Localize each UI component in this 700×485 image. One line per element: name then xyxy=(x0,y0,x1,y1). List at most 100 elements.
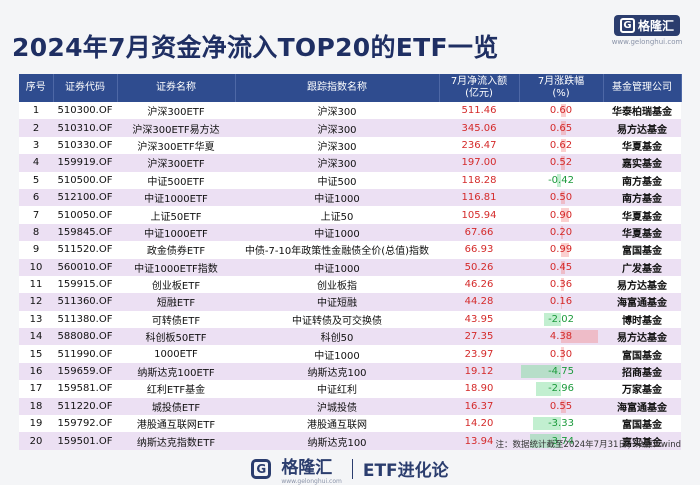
fund-manager: 富国基金 xyxy=(603,415,681,433)
security-code: 510500.OF xyxy=(53,171,117,189)
change-bar xyxy=(544,312,561,327)
change-value: 0.99 xyxy=(549,244,573,256)
row-number: 13 xyxy=(19,310,53,329)
change-bar xyxy=(561,138,567,153)
table-row: 8 159845.OF 中证1000ETF 中证1000 67.66 0.20 华夏基金 xyxy=(19,223,681,242)
brand-logo: G 格隆汇 www.gelonghui.com xyxy=(610,10,684,50)
logo-name: 格隆汇 xyxy=(637,18,674,33)
security-code: 511380.OF xyxy=(53,310,117,329)
change-bar xyxy=(561,347,564,361)
change-value: 0.65 xyxy=(549,122,573,134)
monthly-change: 0.45 xyxy=(519,258,603,276)
monthly-change: 0.50 xyxy=(519,188,603,207)
change-bar xyxy=(561,399,566,414)
change-value: 0.52 xyxy=(549,157,573,169)
fund-manager: 嘉实基金 xyxy=(603,432,681,450)
security-code: 511520.OF xyxy=(53,241,117,259)
table-row: 5 510500.OF 中证500ETF 中证500 118.28 -0.42 南方基金 xyxy=(19,171,681,189)
monthly-change: 0.30 xyxy=(519,345,603,363)
monthly-change: -2.96 xyxy=(519,380,603,398)
security-code: 512100.OF xyxy=(53,188,117,207)
row-number: 17 xyxy=(19,380,53,398)
column-header: 序号 xyxy=(19,74,54,102)
change-bar xyxy=(561,277,565,292)
monthly-change: -2.02 xyxy=(519,310,603,329)
tracking-index: 沪深300 xyxy=(235,154,439,172)
security-name: 纳斯达克指数ETF xyxy=(117,432,235,450)
tracking-index: 港股通互联网 xyxy=(235,415,439,433)
change-bar xyxy=(561,225,563,240)
monthly-change: -4.75 xyxy=(519,362,603,381)
row-number: 4 xyxy=(19,154,53,172)
monthly-change: 0.36 xyxy=(519,275,603,294)
table-row: 2 510310.OF 沪深300ETF易方达 沪深300 345.06 0.65 易方达基… xyxy=(19,119,681,137)
table-row: 1 510300.OF 沪深300ETF 沪深300 511.46 0.60 华泰柏瑞基金 xyxy=(19,102,681,120)
fund-manager: 易方达基金 xyxy=(603,119,681,137)
footer-brand: G 格隆汇 www.gelonghui.com ETF进化论 xyxy=(0,452,700,485)
row-number: 14 xyxy=(19,328,53,346)
change-value: -2.02 xyxy=(548,313,574,325)
change-bar xyxy=(561,104,567,118)
net-inflow: 44.28 xyxy=(439,293,519,311)
monthly-change: 0.99 xyxy=(519,241,603,259)
net-inflow: 18.90 xyxy=(439,380,519,398)
change-value: 0.50 xyxy=(549,192,573,204)
security-code: 588080.OF xyxy=(53,328,117,346)
change-bar xyxy=(529,434,561,448)
footer-url: www.gelonghui.com xyxy=(281,477,342,485)
monthly-change: 0.16 xyxy=(519,293,603,311)
fund-manager: 富国基金 xyxy=(603,345,681,363)
change-value: -3.33 xyxy=(548,418,574,430)
row-number: 12 xyxy=(19,293,53,311)
fund-manager: 华夏基金 xyxy=(603,136,681,155)
tracking-index: 科创50 xyxy=(235,328,439,346)
table-row: 9 511520.OF 政金债券ETF 中债-7-10年政策性金融债全价(总值)指数 6… xyxy=(19,241,681,259)
security-name: 科创板50ETF xyxy=(117,328,235,346)
tracking-index: 上证50 xyxy=(235,206,439,224)
row-number: 3 xyxy=(19,136,53,155)
net-inflow: 66.93 xyxy=(439,241,519,259)
security-name: 纳斯达克100ETF xyxy=(117,362,235,381)
row-number: 20 xyxy=(19,432,53,450)
etf-table: 序号 证券代码 证券名称 跟踪指数名称 7月净流入额 (亿元) 7月涨跌幅 (%) 基金管理… xyxy=(19,74,682,450)
tracking-index: 沪深300 xyxy=(235,119,439,137)
security-name: 城投债ETF xyxy=(117,397,235,416)
net-inflow: 345.06 xyxy=(439,119,519,137)
fund-manager: 嘉实基金 xyxy=(603,154,681,172)
change-bar xyxy=(521,364,561,379)
table-header-row: 序号 证券代码 证券名称 跟踪指数名称 7月净流入额 (亿元) 7月涨跌幅 (%) 基金管理… xyxy=(19,74,682,102)
change-bar xyxy=(561,295,563,309)
row-number: 2 xyxy=(19,119,53,137)
tracking-index: 中证1000 xyxy=(235,223,439,242)
column-header: 证券名称 xyxy=(117,74,236,102)
logo-url: www.gelonghui.com xyxy=(611,37,683,46)
fund-manager: 博时基金 xyxy=(603,310,681,329)
change-value: 0.20 xyxy=(549,226,573,238)
security-name: 红利ETF基金 xyxy=(117,380,235,398)
security-code: 159501.OF xyxy=(53,432,117,450)
net-inflow: 19.12 xyxy=(439,362,519,381)
change-bar xyxy=(561,156,566,170)
tracking-index: 纳斯达克100 xyxy=(235,432,439,450)
row-number: 15 xyxy=(19,345,53,363)
table-row: 11 159915.OF 创业板ETF 创业板指 46.26 0.36 易方达基金 xyxy=(19,275,681,294)
column-header: 基金管理公司 xyxy=(603,74,682,102)
row-number: 19 xyxy=(19,415,53,433)
net-inflow: 118.28 xyxy=(439,171,519,189)
net-inflow: 27.35 xyxy=(439,328,519,346)
fund-manager: 华泰柏瑞基金 xyxy=(603,102,681,120)
monthly-change: 0.60 xyxy=(519,102,603,120)
change-bar xyxy=(533,417,561,431)
tracking-index: 沪深300 xyxy=(235,102,439,120)
monthly-change: -3.33 xyxy=(519,415,603,433)
fund-manager: 南方基金 xyxy=(603,171,681,189)
tracking-index: 中债-7-10年政策性金融债全价(总值)指数 xyxy=(235,241,439,259)
tracking-index: 中证1000 xyxy=(235,345,439,363)
column-header: 7月净流入额 (亿元) xyxy=(439,74,520,102)
table-row: 16 159659.OF 纳斯达克100ETF 纳斯达克100 19.12 -4.75 招商… xyxy=(19,362,681,381)
security-name: 中证1000ETF指数 xyxy=(117,258,235,276)
tracking-index: 沪城投债 xyxy=(235,397,439,416)
net-inflow: 511.46 xyxy=(439,102,519,120)
table-row: 18 511220.OF 城投债ETF 沪城投债 16.37 0.55 海富通基金 xyxy=(19,397,681,416)
net-inflow: 105.94 xyxy=(439,206,519,224)
